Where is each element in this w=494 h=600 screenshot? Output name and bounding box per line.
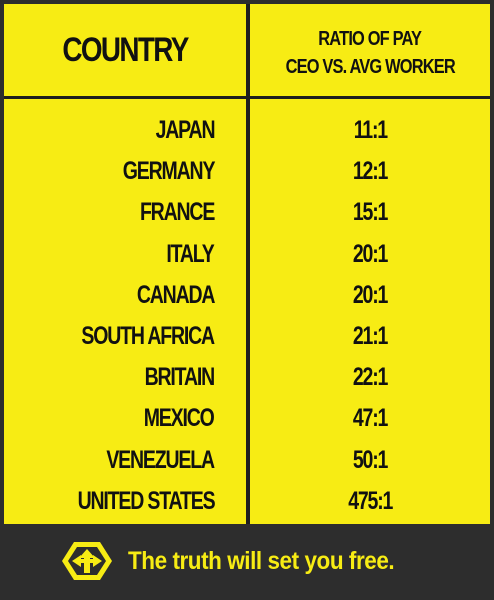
ratio-cell: 11:1 [250, 110, 490, 151]
arrows-hexagon-icon [62, 542, 112, 580]
country-column-header: COUNTRY [62, 30, 189, 69]
ratio-cell: 12:1 [250, 151, 490, 192]
table-row: FRANCE 15:1 [4, 192, 490, 233]
country-cell: ITALY [166, 239, 215, 268]
ratio-value: 21:1 [352, 321, 389, 350]
ratio-value: 20:1 [352, 280, 389, 309]
ratio-cell: 47:1 [250, 398, 490, 439]
table-row: ITALY 20:1 [4, 234, 490, 275]
country-cell: JAPAN [155, 116, 215, 144]
table-row: SOUTH AFRICA 21:1 [4, 316, 490, 357]
ratio-value: 11:1 [353, 116, 387, 144]
ratio-header-line-1: RATIO OF PAY [318, 28, 423, 50]
ratio-cell: 20:1 [250, 234, 490, 275]
country-cell: MEXICO [144, 404, 215, 433]
ratio-cell: 15:1 [250, 192, 490, 233]
ratio-column-header: RATIO OF PAY CEO VS. AVG WORKER [250, 18, 490, 88]
country-cell: GERMANY [122, 157, 216, 186]
ratio-value: 22:1 [352, 363, 389, 392]
pay-ratio-table: COUNTRY RATIO OF PAY CEO VS. AVG WORKER … [4, 4, 490, 524]
ratio-header-line-2: CEO VS. AVG WORKER [285, 56, 455, 78]
ratio-value: 475:1 [347, 486, 393, 515]
country-cell: UNITED STATES [77, 486, 215, 515]
ratio-cell: 475:1 [250, 481, 490, 522]
tagline: The truth will set you free. [128, 546, 395, 575]
table-row: BRITAIN 22:1 [4, 357, 490, 398]
ratio-value: 15:1 [352, 198, 389, 227]
table-row: CANADA 20:1 [4, 275, 490, 316]
table-row: GERMANY 12:1 [4, 151, 490, 192]
ratio-value: 50:1 [352, 445, 389, 474]
ratio-cell: 50:1 [250, 440, 490, 481]
country-cell: SOUTH AFRICA [81, 321, 215, 350]
ratio-cell: 22:1 [250, 357, 490, 398]
country-cell: VENEZUELA [106, 445, 215, 474]
country-cell: CANADA [136, 280, 216, 309]
table-row: JAPAN 11:1 [4, 110, 490, 151]
table-row: MEXICO 47:1 [4, 398, 490, 439]
country-cell: BRITAIN [144, 363, 216, 392]
ratio-value: 12:1 [352, 157, 389, 186]
table-body: JAPAN 11:1 GERMANY 12:1 FRANCE 15:1 ITAL… [4, 110, 490, 522]
table-row: UNITED STATES 475:1 [4, 481, 490, 522]
table-row: VENEZUELA 50:1 [4, 440, 490, 481]
ratio-cell: 20:1 [250, 275, 490, 316]
ratio-value: 20:1 [352, 239, 389, 268]
column-divider [246, 4, 250, 524]
country-cell: FRANCE [139, 198, 215, 227]
ratio-cell: 21:1 [250, 316, 490, 357]
ratio-value: 47:1 [352, 404, 389, 433]
